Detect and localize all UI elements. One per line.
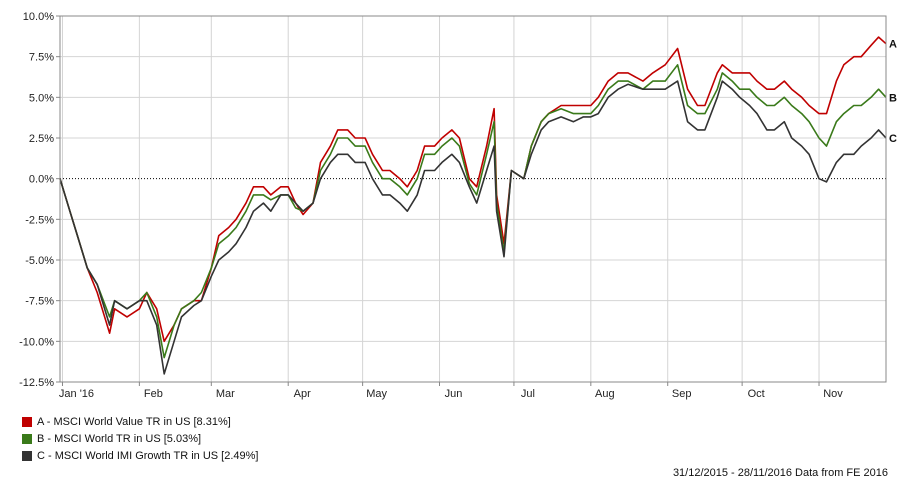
date-range-footer: 31/12/2015 - 28/11/2016 Data from FE 201… bbox=[672, 467, 888, 479]
x-tick-label: Nov bbox=[823, 388, 843, 400]
legend: A - MSCI World Value TR in US [8.31%] B … bbox=[22, 413, 258, 464]
x-tick-label: Apr bbox=[294, 388, 311, 400]
legend-swatch-a bbox=[22, 416, 32, 427]
y-tick-label: -10.0% bbox=[19, 336, 54, 348]
series-line-a bbox=[59, 36, 887, 343]
legend-swatch-b bbox=[22, 433, 32, 444]
x-tick-label: Mar bbox=[216, 388, 235, 400]
series-end-label-a: A bbox=[889, 39, 897, 51]
x-axis-ticks: Jan '16 Feb Mar Apr May Jun Jul Aug Sep Oct Nov bbox=[59, 382, 843, 400]
legend-label-c: C - MSCI World IMI Growth TR in US [2.49… bbox=[37, 449, 259, 462]
legend-item-c: C - MSCI World IMI Growth TR in US [2.49… bbox=[22, 447, 258, 464]
y-tick-label: -2.5% bbox=[25, 214, 54, 226]
x-tick-label: Jan '16 bbox=[59, 388, 94, 400]
y-tick-label: -7.5% bbox=[25, 296, 54, 308]
series-line-c bbox=[59, 80, 887, 375]
y-tick-label: 7.5% bbox=[29, 52, 54, 64]
y-tick-label: -5.0% bbox=[25, 255, 54, 267]
legend-item-b: B - MSCI World TR in US [5.03%] bbox=[22, 430, 258, 447]
plot-frame bbox=[59, 15, 887, 383]
legend-item-a: A - MSCI World Value TR in US [8.31%] bbox=[22, 413, 258, 430]
y-tick-label: 5.0% bbox=[29, 92, 54, 104]
y-tick-label: 0.0% bbox=[29, 174, 54, 186]
legend-label-a: A - MSCI World Value TR in US [8.31%] bbox=[37, 415, 231, 428]
series-end-label-c: C bbox=[889, 133, 897, 145]
series-end-label-b: B bbox=[889, 92, 897, 104]
x-tick-label: May bbox=[366, 388, 387, 400]
series-line-b bbox=[59, 64, 887, 359]
x-tick-label: Oct bbox=[748, 388, 765, 400]
series-end-labels: A B C bbox=[889, 39, 897, 145]
chart-grid bbox=[60, 15, 886, 383]
legend-swatch-c bbox=[22, 450, 32, 461]
y-tick-label: -12.5% bbox=[19, 377, 54, 389]
y-axis-ticks: 10.0% 7.5% 5.0% 2.5% 0.0% -2.5% -5.0% -7.5% -10.… bbox=[19, 11, 60, 389]
x-tick-label: Feb bbox=[144, 388, 163, 400]
y-tick-label: 2.5% bbox=[29, 133, 54, 145]
x-tick-label: Aug bbox=[595, 388, 615, 400]
series-lines bbox=[59, 36, 887, 375]
x-tick-label: Sep bbox=[672, 388, 692, 400]
legend-label-b: B - MSCI World TR in US [5.03%] bbox=[37, 432, 202, 445]
x-tick-label: Jun bbox=[445, 388, 463, 400]
x-tick-label: Jul bbox=[521, 388, 535, 400]
y-tick-label: 10.0% bbox=[23, 11, 54, 23]
